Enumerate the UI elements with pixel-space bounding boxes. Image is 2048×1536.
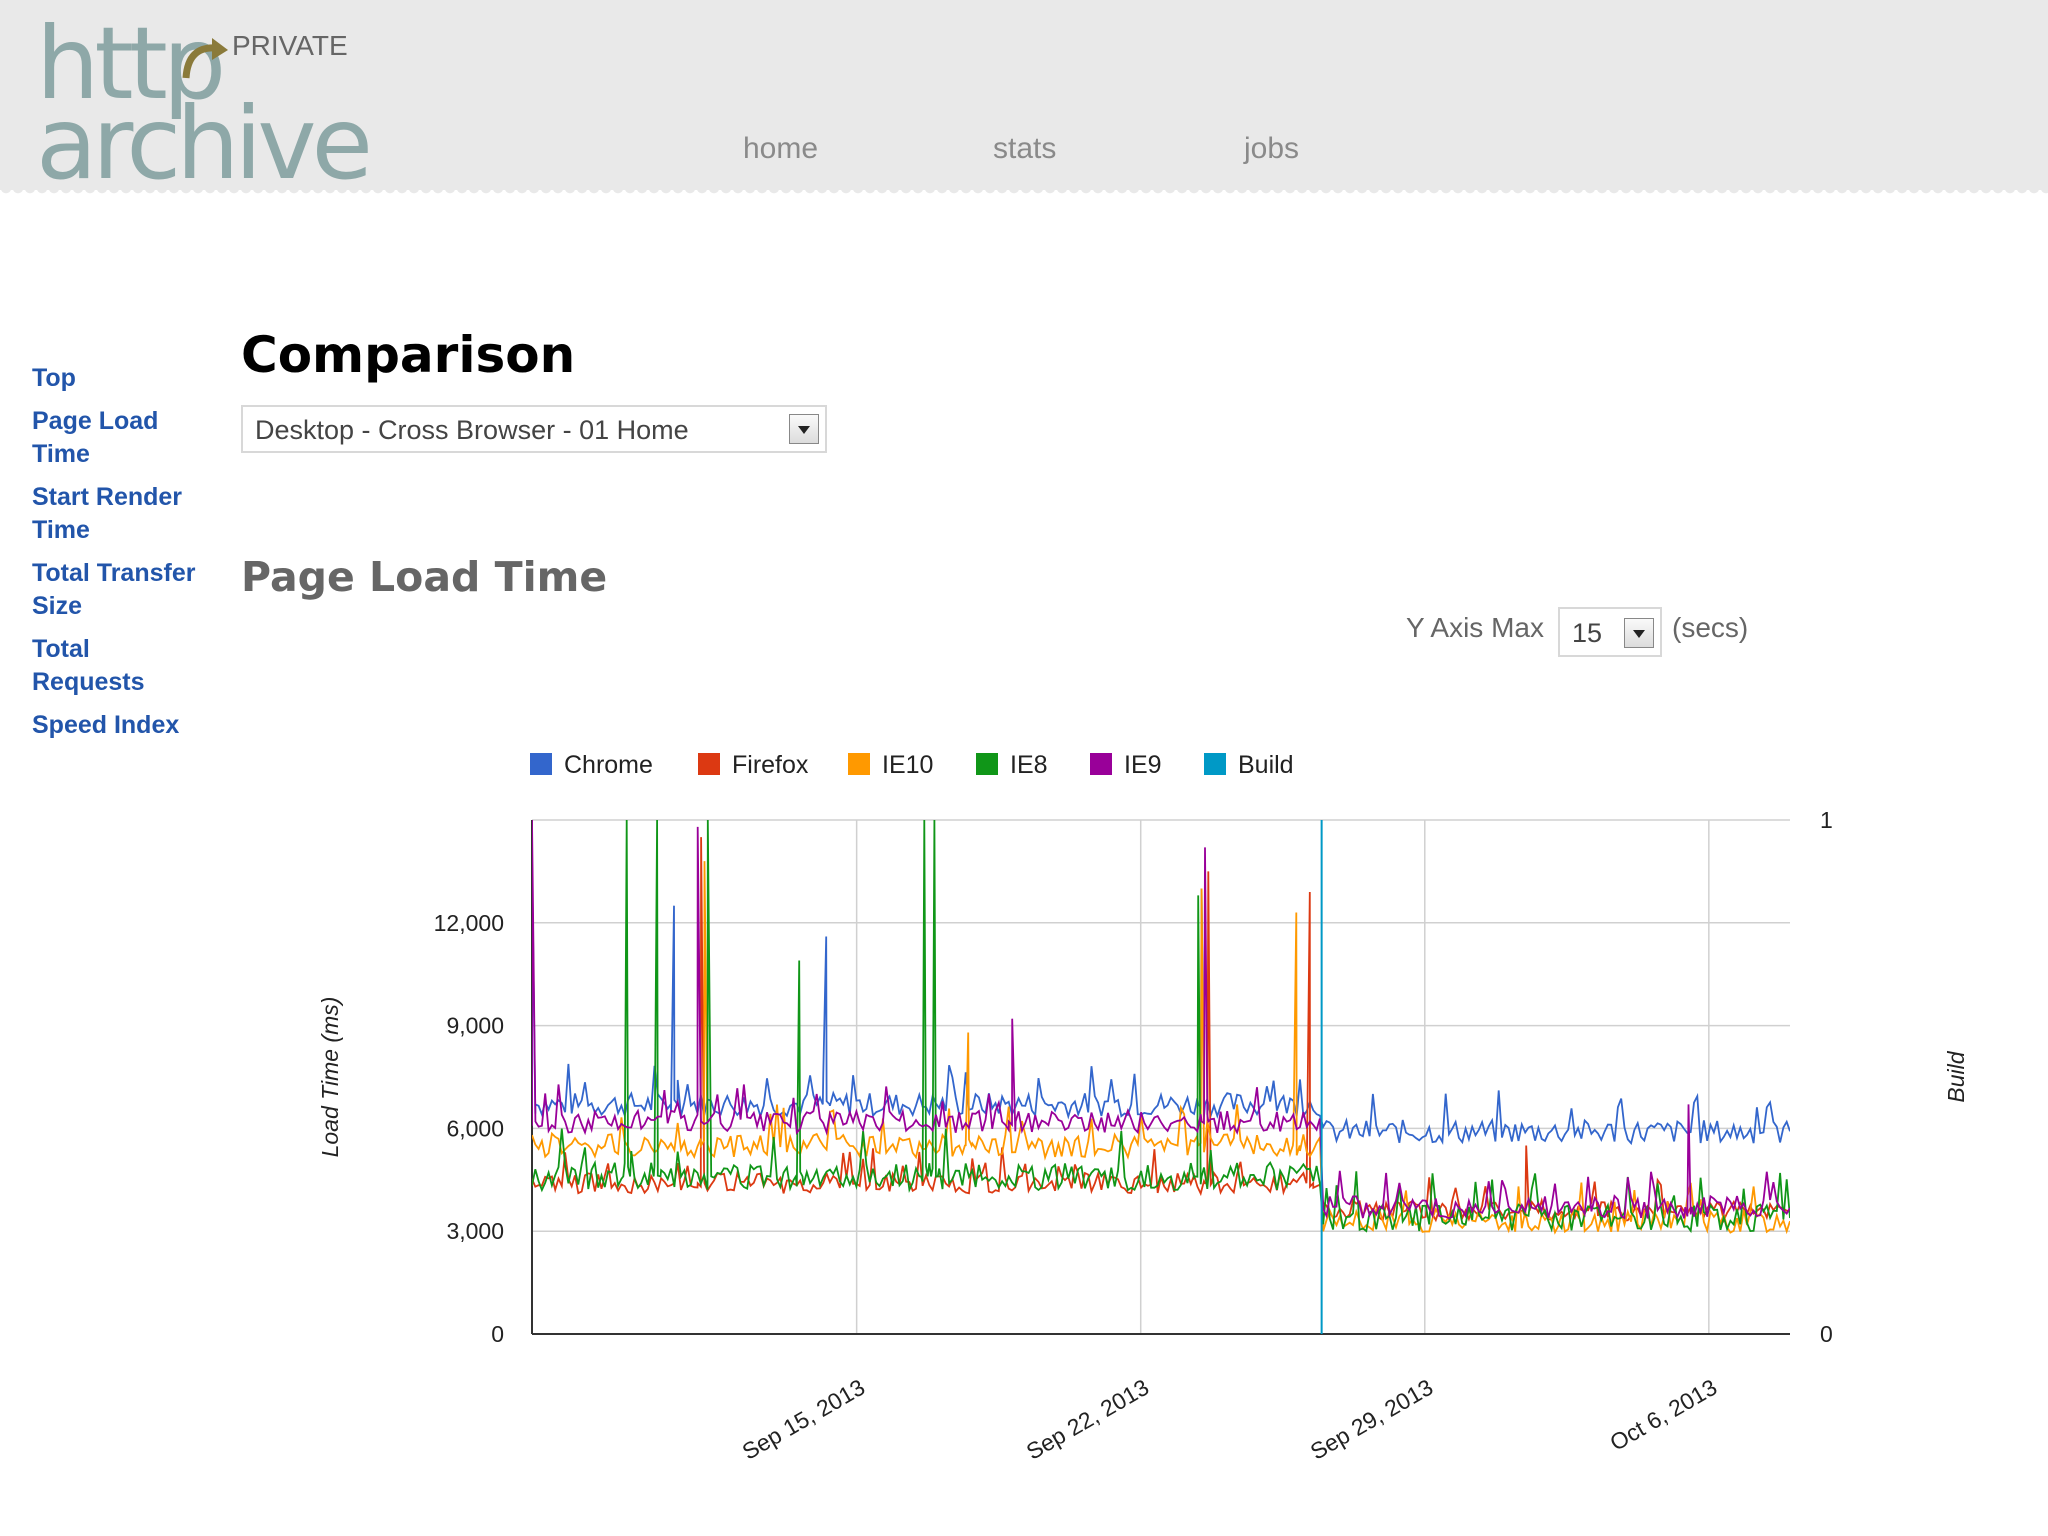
nav-stats[interactable]: stats bbox=[993, 132, 1057, 165]
legend-swatch bbox=[698, 753, 720, 775]
y-axis-max-unit: (secs) bbox=[1672, 612, 1749, 643]
x-tick-label: Oct 6, 2013 bbox=[1605, 1374, 1721, 1456]
y2-axis-title: Build bbox=[1943, 1050, 1969, 1102]
x-tick-label: Sep 15, 2013 bbox=[738, 1374, 870, 1465]
y-tick-label: 9,000 bbox=[446, 1013, 504, 1039]
logo-arrow-icon bbox=[182, 38, 228, 79]
y-tick-label: 12,000 bbox=[434, 910, 504, 936]
nav-jobs[interactable]: jobs bbox=[1244, 132, 1300, 165]
logo-text-archive: archive bbox=[36, 85, 373, 202]
sidebar-item-page-load-time[interactable]: Page Load Time bbox=[32, 407, 159, 468]
legend-label: IE10 bbox=[882, 751, 933, 779]
http-archive-logo[interactable]: http archive bbox=[36, 5, 373, 194]
legend-label: Firefox bbox=[732, 751, 809, 779]
test-select-value: Desktop - Cross Browser - 01 Home bbox=[255, 415, 689, 445]
sidebar-item-start-render-time[interactable]: Start Render Time bbox=[32, 483, 183, 544]
y-axis-max-dropdown[interactable]: 15 bbox=[1558, 607, 1662, 657]
sidebar-item-top[interactable]: Top bbox=[32, 364, 76, 392]
series-line-ie8 bbox=[532, 820, 1790, 1234]
legend-label: IE9 bbox=[1124, 751, 1162, 779]
test-select-dropdown[interactable]: Desktop - Cross Browser - 01 Home bbox=[241, 405, 827, 453]
x-tick-label: Sep 29, 2013 bbox=[1306, 1374, 1438, 1465]
section-title: Page Load Time bbox=[241, 553, 608, 601]
y-tick-label: 0 bbox=[491, 1321, 504, 1347]
y-axis-max-label: Y Axis Max bbox=[1406, 612, 1544, 643]
sidebar-item-total-requests[interactable]: Total Requests bbox=[32, 635, 145, 696]
y2-tick-label: 1 bbox=[1820, 807, 1833, 833]
legend-swatch bbox=[1090, 753, 1112, 775]
series-line-ie9 bbox=[532, 820, 1790, 1220]
y2-tick-label: 0 bbox=[1820, 1321, 1833, 1347]
site-header: http archive PRIVATE home stats jobs bbox=[0, 0, 2048, 194]
y-axis-title: Load Time (ms) bbox=[317, 997, 343, 1158]
private-badge: PRIVATE bbox=[232, 30, 348, 61]
y-axis-max-value: 15 bbox=[1572, 618, 1603, 648]
legend-swatch bbox=[976, 753, 998, 775]
page-title: Comparison bbox=[241, 326, 576, 384]
sidebar-nav: Top Page Load Time Start Render Time Tot… bbox=[32, 362, 202, 752]
sidebar-item-total-transfer-size[interactable]: Total Transfer Size bbox=[32, 559, 196, 620]
legend-swatch bbox=[848, 753, 870, 775]
x-tick-label: Sep 22, 2013 bbox=[1022, 1374, 1154, 1465]
y-tick-label: 3,000 bbox=[446, 1218, 504, 1244]
legend-label: Build bbox=[1238, 751, 1294, 779]
legend-swatch bbox=[530, 753, 552, 775]
header-scalloped-edge bbox=[0, 188, 2048, 200]
chevron-down-icon[interactable] bbox=[1624, 618, 1654, 648]
legend-label: IE8 bbox=[1010, 751, 1048, 779]
y-tick-label: 6,000 bbox=[446, 1115, 504, 1141]
series-line-chrome bbox=[532, 854, 1790, 1146]
logo-text-http: http bbox=[36, 5, 226, 122]
chevron-down-icon[interactable] bbox=[789, 414, 819, 444]
sidebar-item-speed-index[interactable]: Speed Index bbox=[32, 711, 180, 739]
nav-home[interactable]: home bbox=[743, 132, 819, 165]
legend-swatch bbox=[1204, 753, 1226, 775]
series-line-firefox bbox=[532, 837, 1790, 1224]
page-load-time-chart: 0 3,000 6,000 9,000 12,000 Sep 15, 2013 Sep 22… bbox=[317, 751, 1969, 1465]
legend-label: Chrome bbox=[564, 751, 653, 779]
